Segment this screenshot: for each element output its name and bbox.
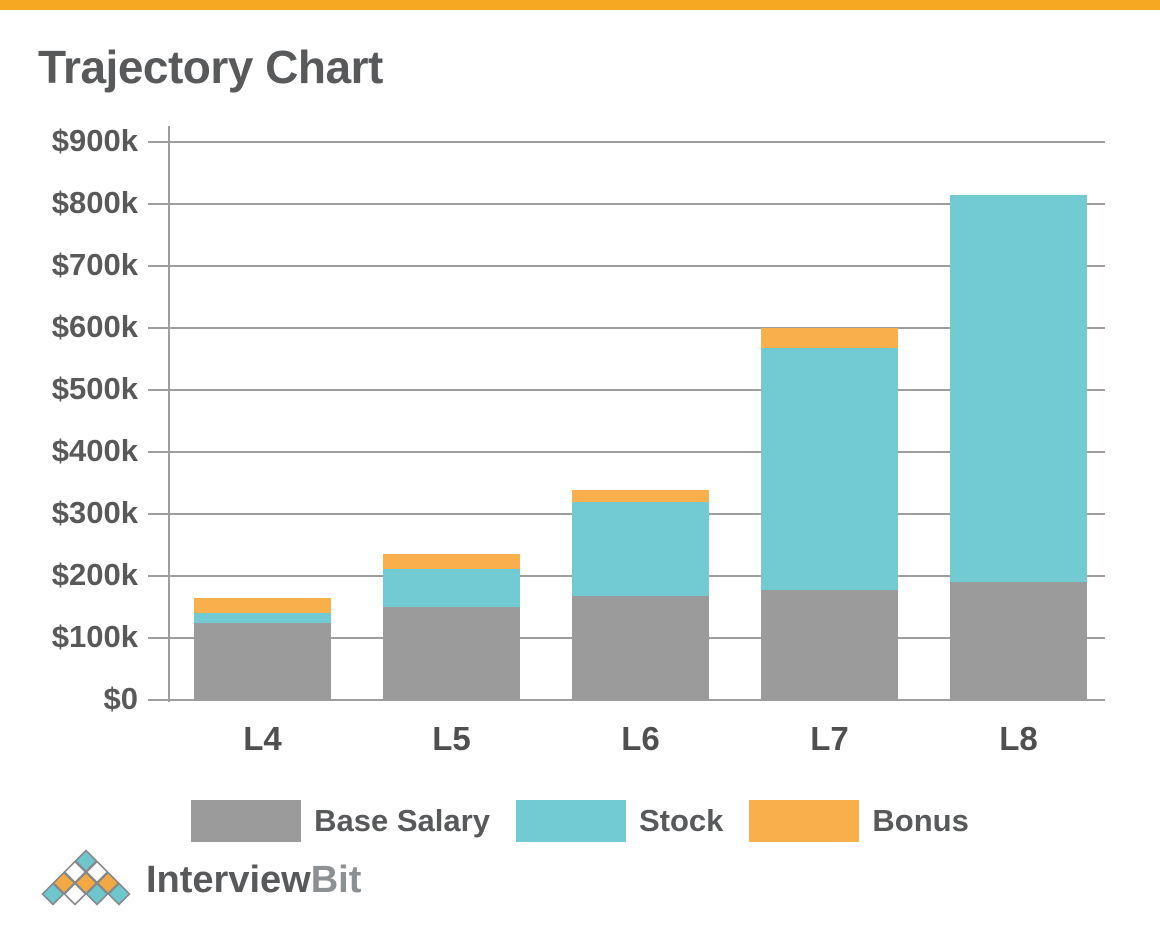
bar-L7-base-salary <box>761 590 898 700</box>
bar-L4-bonus <box>194 597 331 614</box>
top-accent-bar <box>0 0 1160 10</box>
bar-L5-bonus <box>383 554 520 569</box>
plot-area: $0 $100k $200k $300k $400k $500k $600k $700k $80… <box>52 124 1105 757</box>
bar-L5-stock <box>383 568 520 607</box>
x-axis-label-L7: L7 <box>810 720 849 757</box>
interviewbit-logo-icon <box>41 849 131 906</box>
interviewbit-wordmark: InterviewBit <box>146 859 361 902</box>
y-axis-tick-label: $200k <box>51 557 138 592</box>
logo-diamond-teal <box>41 882 65 906</box>
bar-L7-stock <box>761 347 898 591</box>
y-axis-line <box>168 126 170 702</box>
logo-diamond-teal <box>107 882 131 906</box>
wordmark-interview: Interview <box>146 858 311 901</box>
bar-L6-stock <box>572 501 709 596</box>
legend-label: Base Salary <box>314 803 490 838</box>
y-axis-tick-label: $600k <box>51 309 138 344</box>
bar-L8-stock <box>950 194 1087 582</box>
bar-L4-base-salary <box>194 622 331 700</box>
legend-swatch <box>749 800 860 842</box>
bar-L6-bonus <box>572 490 709 502</box>
gridline-600k <box>148 327 1105 329</box>
legend-label: Stock <box>638 803 724 838</box>
gridline-900k <box>148 141 1105 143</box>
legend-item-base-salary: Base Salary <box>191 800 490 842</box>
y-axis-tick-label: $700k <box>51 247 138 282</box>
bar-L5-base-salary <box>383 607 520 700</box>
gridline-0k <box>148 699 1105 701</box>
y-axis-tick-label: $800k <box>51 185 138 220</box>
legend-swatch <box>191 800 302 842</box>
legend-label: Bonus <box>872 803 969 838</box>
y-axis-tick-label: $900k <box>51 123 138 158</box>
bar-L7-bonus <box>761 328 898 348</box>
x-axis-label-L5: L5 <box>432 720 471 757</box>
logo-diamond-white <box>63 882 87 906</box>
bar-L8-base-salary <box>950 581 1087 700</box>
y-axis-tick-label: $500k <box>51 371 138 406</box>
x-axis-label-L4: L4 <box>243 720 282 757</box>
gridline-500k <box>148 389 1105 391</box>
legend-item-stock: Stock <box>515 800 724 842</box>
y-axis-tick-label: $400k <box>51 433 138 468</box>
y-axis-tick-label: $300k <box>51 495 138 530</box>
wordmark-bit: Bit <box>310 858 362 901</box>
legend-swatch <box>515 800 626 842</box>
y-axis-tick-label: $100k <box>51 619 138 654</box>
footer-brand: InterviewBit <box>40 845 361 915</box>
x-axis-label-L6: L6 <box>621 720 660 757</box>
y-axis-tick-label: $0 <box>103 681 138 716</box>
logo-diamond-teal <box>85 882 109 906</box>
gridline-800k <box>148 203 1105 205</box>
gridline-700k <box>148 265 1105 267</box>
legend-item-bonus: Bonus <box>749 800 969 842</box>
trajectory-chart: $0 $100k $200k $300k $400k $500k $600k $700k $80… <box>0 124 1160 782</box>
bar-L6-base-salary <box>572 595 709 700</box>
bar-L4-stock <box>194 613 331 623</box>
x-axis-label-L8: L8 <box>999 720 1038 757</box>
chart-title: Trajectory Chart <box>38 41 383 93</box>
chart-legend: Base Salary Stock Bonus <box>0 798 1160 844</box>
gridline-400k <box>148 451 1105 453</box>
